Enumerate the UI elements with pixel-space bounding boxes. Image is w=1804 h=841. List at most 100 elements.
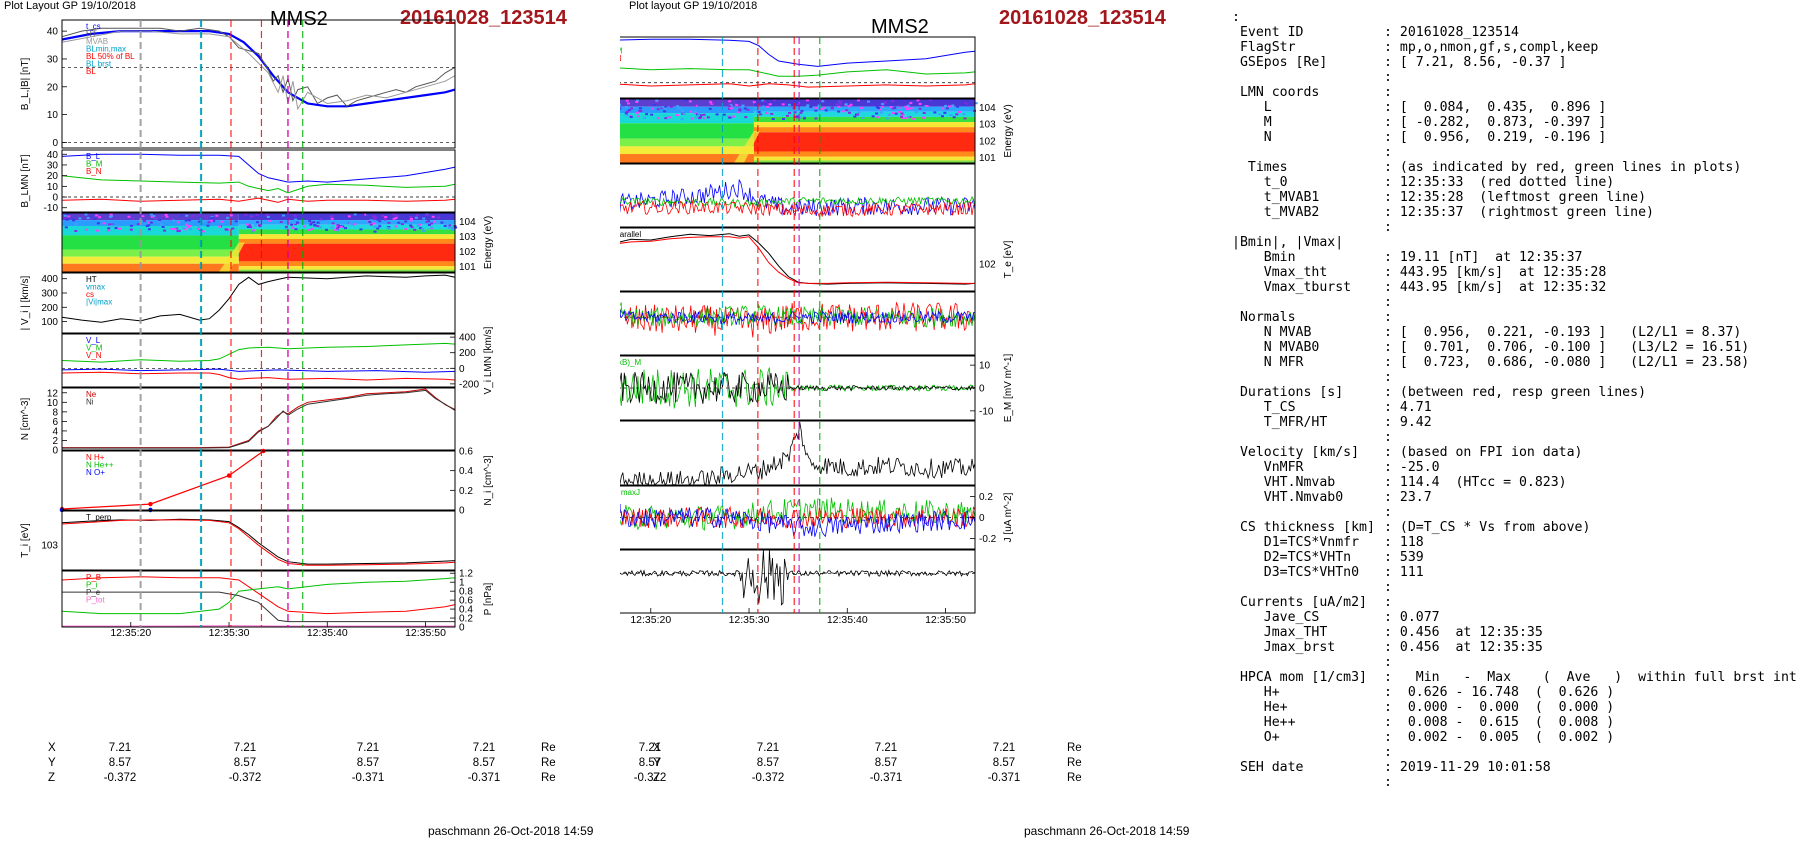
spectrogram-speckle xyxy=(772,99,776,102)
panel-frame xyxy=(61,212,456,273)
ytick-label: 100 xyxy=(41,317,58,328)
summary-value: : 4.71 xyxy=(1384,400,1432,415)
spectrogram-speckle xyxy=(207,221,211,224)
ytick-label: 0 xyxy=(979,513,985,524)
spectrogram-speckle xyxy=(762,100,766,103)
spectrogram-speckle xyxy=(906,107,910,110)
spectrogram-speckle xyxy=(715,113,719,116)
spectrogram-speckle xyxy=(197,220,201,223)
spectrogram-speckle xyxy=(620,103,622,106)
spectrogram-speckle xyxy=(366,213,370,216)
ylabel: N [cm^-3] xyxy=(20,398,31,441)
series-line xyxy=(61,577,456,615)
ylabel: V_i LMN [km/s] xyxy=(483,326,494,394)
spectrogram-speckle xyxy=(663,110,667,113)
spectrogram-speckle xyxy=(294,218,298,221)
spectrogram-speckle xyxy=(118,227,122,230)
spectrogram-speckle xyxy=(752,101,756,104)
coord-value: 8.57 xyxy=(108,757,132,769)
spectrogram-speckle xyxy=(353,213,357,216)
ytick-label: 0.2 xyxy=(459,486,473,497)
spectrogram-speckle xyxy=(331,222,335,225)
spectrogram-speckle xyxy=(958,111,962,114)
ytick-label: 102 xyxy=(979,136,996,147)
panel-frame xyxy=(61,272,456,334)
summary-value: : xyxy=(1384,430,1392,445)
summary-value: : mp,o,nmon,gf,s,compl,keep xyxy=(1384,40,1599,55)
spectrogram-speckle xyxy=(787,103,791,106)
spectrogram-speckle xyxy=(281,214,285,217)
spectrogram-speckle xyxy=(857,111,861,114)
spectrogram-speckle xyxy=(633,106,637,109)
spectrogram-speckle xyxy=(757,110,761,113)
ytick-label: 102 xyxy=(459,247,476,258)
spectrogram-speckle xyxy=(180,214,184,217)
summary-row: Vmax_tht: 443.95 [km/s] at 12:35:28 xyxy=(1232,265,1797,280)
spectrogram-speckle xyxy=(945,107,949,110)
summary-value: : [ 7.21, 8.56, -0.37 ] xyxy=(1384,55,1567,70)
spectrogram-speckle xyxy=(356,214,360,217)
summary-value: : -25.0 xyxy=(1384,460,1440,475)
spectrogram-speckle xyxy=(785,114,789,117)
spectrogram-speckle xyxy=(173,227,177,230)
summary-key xyxy=(1232,220,1384,235)
spectrogram-speckle xyxy=(898,111,902,114)
spectrogram-speckle xyxy=(359,228,363,231)
coord-value: -0.372 xyxy=(103,772,137,784)
summary-value: : 9.42 xyxy=(1384,415,1432,430)
legend-entry: t_cs xyxy=(86,22,101,31)
spectrogram-speckle xyxy=(244,213,248,216)
summary-key: CS thickness [km] xyxy=(1232,520,1375,535)
spectrogram-speckle xyxy=(258,225,262,228)
spectrogram-speckle xyxy=(837,105,841,108)
spectrogram-speckle xyxy=(762,105,766,108)
summary-row: Event ID: 20161028_123514 xyxy=(1232,25,1797,40)
xtick-label: 12:35:20 xyxy=(110,627,151,639)
ylabel: T_e [eV] xyxy=(1003,240,1014,278)
panel-Vi-mag: 100 200 300 400 | V_i | [km/s] HTvmaxcs|Vi|ma… xyxy=(20,272,456,334)
spectrogram-speckle xyxy=(722,113,726,116)
summary-key: VnMFR xyxy=(1232,460,1304,475)
spectrogram-speckle xyxy=(638,109,642,112)
spectrogram-speckle xyxy=(914,111,918,114)
legend-entry: B_L xyxy=(86,152,101,161)
spectrogram-speckle xyxy=(684,99,688,102)
spectrogram-speckle xyxy=(654,101,658,104)
spectrogram-speckle xyxy=(732,115,736,118)
ytick-label: 10 xyxy=(47,182,59,193)
spectrogram-speckle xyxy=(414,216,418,219)
spectrogram-speckle xyxy=(693,111,697,114)
spectrogram-speckle xyxy=(376,218,380,221)
spectrogram-speckle xyxy=(187,225,191,228)
spectrogram-speckle xyxy=(248,224,252,227)
spectrogram-speckle xyxy=(141,215,145,218)
summary-row: t_0: 12:35:33 (red dotted line) xyxy=(1232,175,1797,190)
spectrogram-speckle xyxy=(708,99,712,102)
spectrogram-speckle xyxy=(798,116,802,119)
summary-key xyxy=(1232,505,1384,520)
data-point xyxy=(148,501,153,507)
spectrogram-speckle xyxy=(904,105,908,108)
spectrogram-transition xyxy=(218,242,245,272)
spectrogram-speckle xyxy=(373,225,377,228)
panel-electron-spectrogram: 104 103 102 101 Energy (eV) xyxy=(620,98,1014,164)
spectrogram-speckle xyxy=(913,106,917,109)
summary-value: : xyxy=(1384,595,1392,610)
spectrogram-speckle xyxy=(693,104,697,107)
legend-entry: T_parallel xyxy=(620,230,641,239)
coord-value: 8.57 xyxy=(874,757,898,769)
series-line xyxy=(61,197,456,203)
legend-entry: N O+ xyxy=(86,468,105,477)
summary-row: D2=TCS*VHTn: 539 xyxy=(1232,550,1797,565)
spectrogram-speckle xyxy=(866,100,870,103)
spectrogram-speckle xyxy=(859,106,863,109)
spectrogram-speckle xyxy=(782,117,786,120)
spectrogram-speckle xyxy=(891,112,895,115)
spectrogram-speckle xyxy=(394,217,398,220)
middle-footer: paschmann 26-Oct-2018 14:59 xyxy=(1024,824,1190,838)
spectrogram-speckle xyxy=(743,107,747,110)
spectrogram-speckle xyxy=(157,221,161,224)
xtick-label: 12:35:20 xyxy=(630,614,671,626)
spectrogram-speckle xyxy=(830,106,834,109)
